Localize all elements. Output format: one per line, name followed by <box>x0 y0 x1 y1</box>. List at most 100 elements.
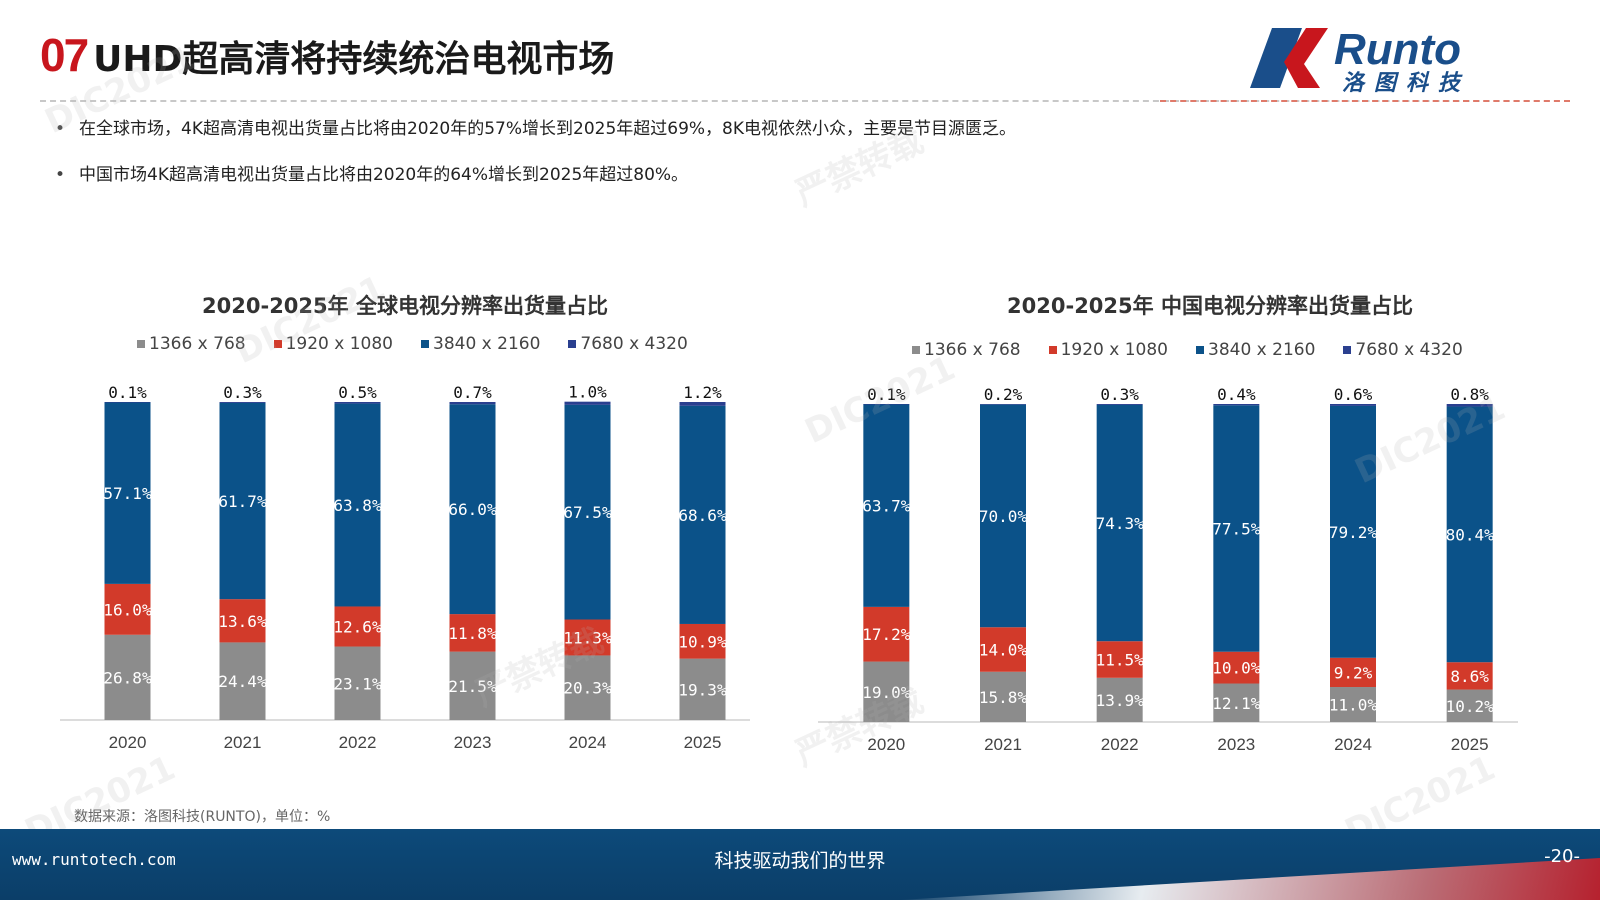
data-label: 70.0% <box>979 507 1028 526</box>
data-source-note: 数据来源：洛图科技(RUNTO)，单位：% <box>74 809 331 825</box>
bar-segment <box>1213 405 1260 652</box>
bar-segment <box>980 404 1026 628</box>
data-label-top: 0.3% <box>223 383 262 402</box>
data-label: 80.4% <box>1446 525 1495 544</box>
chart-china: 19.0% 17.2% 63.7% 0.1% 2020 15.8% 14.0% 70.0% 0.… <box>818 385 1518 754</box>
page-title: 07 UHD超高清将持续统治电视市场 <box>40 28 614 82</box>
bar-segment <box>449 614 496 652</box>
data-label: 24.4% <box>218 672 267 691</box>
bar-segment <box>1330 404 1376 406</box>
chart-global: 26.8% 16.0% 57.1% 0.1% 2020 24.4% 13.6% 61.7% 0.… <box>60 383 750 752</box>
data-label: 61.7% <box>218 492 267 511</box>
bar-segment <box>219 642 266 720</box>
legend-global: 1366 x 768 1920 x 1080 3840 x 2160 7680 … <box>137 334 688 354</box>
bar-segment <box>564 655 611 720</box>
data-label: 63.8% <box>333 496 382 515</box>
data-label: 17.2% <box>862 625 911 644</box>
x-tick-label: 2020 <box>867 735 905 754</box>
legend-label: 1366 x 768 <box>924 340 1021 360</box>
data-label: 10.2% <box>1446 697 1495 716</box>
data-label-top: 0.6% <box>1334 385 1373 404</box>
data-label: 67.5% <box>563 503 612 522</box>
data-label-top: 0.7% <box>453 383 492 402</box>
bar-segment <box>1446 662 1493 690</box>
data-label: 12.6% <box>333 618 382 637</box>
bar-segment <box>980 627 1026 672</box>
bar-segment <box>104 634 151 720</box>
legend-item-3840: 3840 x 2160 <box>421 334 540 354</box>
data-label: 11.8% <box>448 624 497 643</box>
bar-segment <box>1213 683 1260 722</box>
bar-segment <box>334 402 381 404</box>
bar-segment <box>980 671 1026 722</box>
x-tick-label: 2021 <box>224 733 262 752</box>
bar-segment <box>980 404 1026 405</box>
chart-title-global: 2020-2025年 全球电视分辨率出货量占比 <box>202 294 608 318</box>
legend-label: 1920 x 1080 <box>285 334 393 354</box>
legend-item-1920: 1920 x 1080 <box>1048 340 1168 360</box>
bar-segment <box>564 401 611 405</box>
data-label: 19.0% <box>862 683 911 702</box>
bar-segment <box>104 402 151 403</box>
data-label: 13.6% <box>218 612 267 631</box>
legend-label: 7680 x 4320 <box>1355 340 1463 360</box>
bar-segment <box>1213 651 1260 684</box>
bar-segment <box>1096 404 1143 642</box>
page-title-text: UHD超高清将持续统治电视市场 <box>93 39 615 80</box>
data-label: 66.0% <box>448 500 497 519</box>
data-label-top: 1.2% <box>683 383 722 402</box>
data-label: 63.7% <box>862 497 911 516</box>
bar-segment <box>1330 405 1376 658</box>
page-number: -20- <box>1544 846 1580 867</box>
data-label-top: 0.8% <box>1450 385 1489 404</box>
legend-item-7680: 7680 x 4320 <box>1343 340 1463 360</box>
bar-segment <box>1330 657 1376 688</box>
bullet-china: 中国市场4K超高清电视出货量占比将由2020年的64%增长到2025年超过80%… <box>55 164 1016 186</box>
x-tick-label: 2023 <box>1217 735 1255 754</box>
x-tick-label: 2023 <box>454 733 492 752</box>
legend-item-3840: 3840 x 2160 <box>1196 340 1315 360</box>
bullet-list: 在全球市场，4K超高清电视出货量占比将由2020年的57%增长到2025年超过6… <box>55 118 1016 210</box>
footer-url[interactable]: www.runtotech.com <box>12 850 176 869</box>
x-tick-label: 2025 <box>1451 735 1489 754</box>
bar-segment <box>219 599 266 643</box>
x-tick-label: 2024 <box>569 733 607 752</box>
bar-segment <box>104 583 151 635</box>
bar-segment <box>334 403 381 607</box>
bar-segment <box>564 619 611 656</box>
bar-segment <box>679 405 726 624</box>
data-label: 19.3% <box>678 680 727 699</box>
bar-segment <box>1213 404 1260 406</box>
bar-segment <box>219 402 266 403</box>
data-label: 14.0% <box>979 640 1028 659</box>
data-label: 74.3% <box>1096 514 1145 533</box>
bar-segment <box>564 404 611 620</box>
data-label: 10.9% <box>678 632 727 651</box>
data-label-top: 1.0% <box>568 383 607 402</box>
bar-segment <box>219 402 266 600</box>
data-label: 23.1% <box>333 674 382 693</box>
data-label-top: 0.5% <box>338 383 377 402</box>
title-divider-accent <box>1160 100 1570 102</box>
data-label-top: 0.3% <box>1100 385 1139 404</box>
data-label: 77.5% <box>1212 519 1261 538</box>
bar-segment <box>679 623 726 659</box>
legend-item-1366: 1366 x 768 <box>912 340 1021 360</box>
footer-slogan: 科技驱动我们的世界 <box>714 850 886 872</box>
data-label: 79.2% <box>1329 523 1378 542</box>
bar-segment <box>449 404 496 615</box>
x-tick-label: 2025 <box>684 733 722 752</box>
bar-segment <box>863 404 910 607</box>
legend-item-1366: 1366 x 768 <box>137 334 246 354</box>
data-label-top: 0.1% <box>867 385 906 404</box>
legend-label: 3840 x 2160 <box>1208 340 1316 360</box>
bar-segment <box>1096 677 1143 722</box>
logo-cn: 洛图科技 <box>1342 71 1470 94</box>
legend-label: 7680 x 4320 <box>580 334 688 354</box>
data-label-top: 0.2% <box>984 385 1023 404</box>
legend-item-7680: 7680 x 4320 <box>568 334 688 354</box>
data-label: 15.8% <box>979 688 1028 707</box>
data-label: 12.1% <box>1212 694 1261 713</box>
bar-segment <box>863 661 910 722</box>
bar-segment <box>1446 404 1493 407</box>
